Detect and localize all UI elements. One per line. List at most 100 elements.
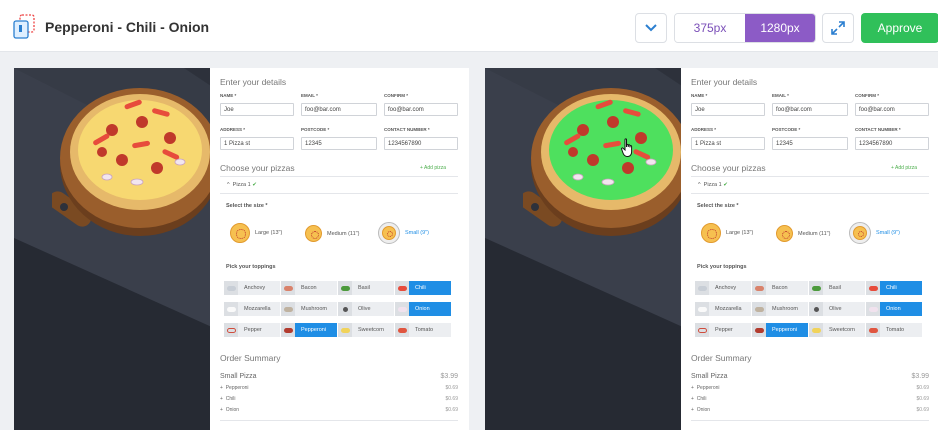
size-option-large[interactable]: Large (13") [701,223,753,243]
name-field[interactable]: Joe [691,103,765,116]
pizza-accordion-toggle[interactable]: ^ Pizza 1 ✔ [227,182,257,188]
summary-row: + Pepperoni $0.69 [220,385,458,391]
size-label: Large (13") [255,230,283,236]
expand-button[interactable] [822,13,854,43]
topping-chili[interactable]: Chili [395,281,451,295]
pepperoni-icon [752,323,766,337]
name-field[interactable]: Joe [220,103,294,116]
contact-number-field[interactable]: 1234567890 [384,137,458,150]
topping-mozzarella[interactable]: Mozzarella [695,302,751,316]
choose-pizzas-heading: Choose your pizzas [691,163,766,173]
topping-onion[interactable]: Onion [866,302,922,316]
order-summary-heading: Order Summary [220,353,281,363]
add-pizza-link[interactable]: + Add pizza [420,165,446,171]
pizza-accordion-toggle[interactable]: ^ Pizza 1 ✔ [698,182,728,188]
summary-item-name: Small Pizza [691,373,728,380]
topping-olive[interactable]: Olive [338,302,394,316]
bacon-icon [752,281,766,295]
summary-main-row: Small Pizza $3.99 [691,373,929,380]
sweetcorn-icon [338,323,352,337]
order-form: Enter your details NAME * EMAIL * CONFIR… [210,68,469,430]
topping-pepperoni[interactable]: Pepperoni [752,323,808,337]
topping-anchovy[interactable]: Anchovy [224,281,280,295]
address-field[interactable]: 1 Pizza st [691,137,765,150]
confirm-email-field[interactable]: foo@bar.com [855,103,929,116]
viewport-1280-button[interactable]: 1280px [745,14,815,42]
topping-label: Pepperoni [766,323,808,337]
app-logo-icon [13,14,35,39]
topping-pepperoni[interactable]: Pepperoni [281,323,337,337]
basil-icon [338,281,352,295]
add-pizza-link[interactable]: + Add pizza [891,165,917,171]
postcode-field[interactable]: 12345 [301,137,377,150]
topping-mushroom[interactable]: Mushroom [752,302,808,316]
summary-row: + Chili $0.69 [691,396,929,402]
topping-olive[interactable]: Olive [809,302,865,316]
topping-pepper[interactable]: Pepper [224,323,280,337]
topping-tomato[interactable]: Tomato [866,323,922,337]
topping-onion[interactable]: Onion [395,302,451,316]
topping-bacon[interactable]: Bacon [281,281,337,295]
size-label: Small (9") [405,230,429,236]
summary-item-price: $0.69 [445,407,458,413]
approve-button[interactable]: Approve [861,13,938,43]
topping-label: Mushroom [772,306,798,312]
topping-label: Basil [358,285,370,291]
current-screenshot-panel: Enter your details NAME * EMAIL * CONFIR… [485,68,938,430]
size-heading: Select the size * [226,203,268,209]
pizza-label: Pizza 1 [703,182,722,188]
contact-number-field[interactable]: 1234567890 [855,137,929,150]
topping-bacon[interactable]: Bacon [752,281,808,295]
selected-size-ring [849,222,871,244]
size-option-medium[interactable]: Medium (11") [776,225,830,242]
topping-mushroom[interactable]: Mushroom [281,302,337,316]
topping-basil[interactable]: Basil [338,281,394,295]
summary-item-name: Small Pizza [220,373,257,380]
address-field[interactable]: 1 Pizza st [220,137,294,150]
viewport-toggle: 375px 1280px [674,13,816,43]
summary-item-name: Pepperoni [225,385,249,391]
topping-label: Anchovy [244,285,266,291]
topping-label: Sweetcorn [358,327,384,333]
mushroom-icon [752,302,766,316]
sweetcorn-icon [809,323,823,337]
topping-label: Onion [409,302,451,316]
confirm-email-field[interactable]: foo@bar.com [384,103,458,116]
topping-sweetcorn[interactable]: Sweetcorn [809,323,865,337]
topping-sweetcorn[interactable]: Sweetcorn [338,323,394,337]
topping-chili[interactable]: Chili [866,281,922,295]
medium-pizza-icon [305,225,322,242]
size-heading: Select the size * [697,203,739,209]
topping-label: Mozzarella [715,306,742,312]
size-option-large[interactable]: Large (13") [230,223,282,243]
summary-item-price: $3.99 [440,373,458,380]
large-pizza-icon [230,223,250,243]
size-option-medium[interactable]: Medium (11") [305,225,359,242]
summary-row: + Chili $0.69 [220,396,458,402]
address-label: ADDRESS * [691,127,717,132]
viewport-375-button[interactable]: 375px [675,14,745,42]
order-summary-heading: Order Summary [691,353,752,363]
topping-label: Anchovy [715,285,737,291]
size-option-small[interactable]: Small (9") [849,222,900,244]
topping-label: Olive [829,306,842,312]
topping-basil[interactable]: Basil [809,281,865,295]
divider [220,193,458,194]
pepper-icon [695,323,709,337]
topping-anchovy[interactable]: Anchovy [695,281,751,295]
topping-label: Pepper [244,327,262,333]
email-field[interactable]: foo@bar.com [772,103,848,116]
postcode-label: POSTCODE * [301,127,330,132]
size-option-small[interactable]: Small (9") [378,222,429,244]
topping-mozzarella[interactable]: Mozzarella [224,302,280,316]
topping-label: Bacon [301,285,317,291]
topping-label: Pepper [715,327,733,333]
collapse-button[interactable] [635,13,667,43]
topping-tomato[interactable]: Tomato [395,323,451,337]
postcode-field[interactable]: 12345 [772,137,848,150]
topping-label: Chili [880,281,922,295]
email-field[interactable]: foo@bar.com [301,103,377,116]
selected-size-ring [378,222,400,244]
topping-pepper[interactable]: Pepper [695,323,751,337]
size-label: Large (13") [726,230,754,236]
